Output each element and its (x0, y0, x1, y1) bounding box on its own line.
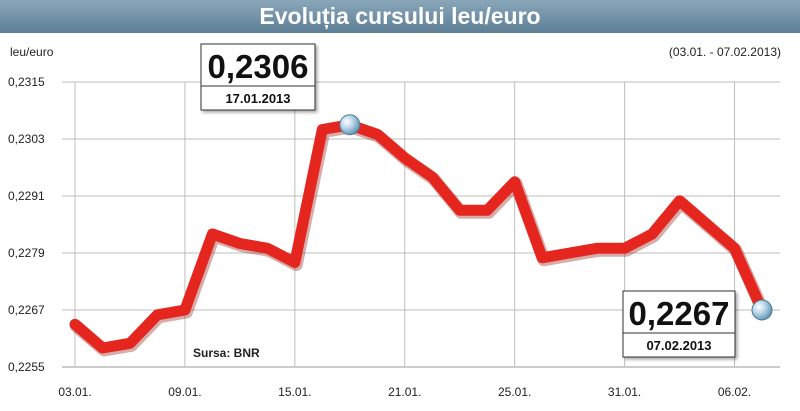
title-bar (0, 0, 800, 33)
callout-last-date: 07.02.2013 (646, 338, 711, 353)
data-point (128, 341, 132, 345)
data-point (320, 128, 324, 131)
x-tick-label: 06.02. (718, 385, 751, 399)
chart-title: Evoluția cursului leu/euro (259, 3, 540, 30)
source-label: Sursa: BNR (193, 346, 260, 360)
y-tick-label: 0,2255 (8, 360, 45, 374)
callout-max-date-box (200, 85, 316, 111)
data-point (375, 132, 379, 136)
highlight-marker (339, 114, 361, 136)
data-point (705, 223, 709, 226)
data-point (265, 246, 269, 250)
y-tick-label: 0,2303 (8, 132, 45, 146)
y-tick-label: 0,2315 (8, 75, 45, 89)
series-line (69, 114, 773, 357)
data-point (293, 261, 297, 264)
data-point (155, 313, 159, 317)
callout-last-date-box (622, 332, 736, 358)
x-tick-labels: 03.01. 09.01. 15.01. 21.01. 25.01. 31.01. 06.0… (58, 385, 751, 399)
grid (62, 81, 780, 368)
x-tick-label: 03.01. (58, 385, 91, 399)
x-tick-label: 25.01. (498, 385, 531, 399)
callout-max-value: 0,2306 (208, 48, 309, 85)
data-point (238, 242, 242, 245)
data-point (73, 322, 77, 326)
period-label: (03.01. - 07.02.2013) (669, 45, 781, 59)
data-point (540, 256, 544, 260)
series-line-path (69, 119, 768, 354)
data-point (595, 246, 599, 250)
data-point (513, 180, 517, 184)
x-tick-label: 31.01. (608, 385, 641, 399)
y-tick-labels: 0,2255 0,2267 0,2279 0,2291 0,2303 0,2315 (8, 75, 45, 374)
callout-last-value-box (622, 290, 736, 334)
callout-max (200, 43, 316, 111)
data-point (183, 308, 187, 312)
data-point (458, 208, 462, 212)
callout-max-value-box (200, 43, 316, 87)
callout-max-date: 17.01.2013 (225, 91, 290, 106)
y-tick-label: 0,2267 (8, 303, 45, 317)
callout-last (622, 290, 736, 358)
y-axis-label: leu/euro (10, 45, 54, 59)
x-tick-label: 09.01. (168, 385, 201, 399)
data-point (678, 199, 682, 203)
data-point (485, 208, 489, 212)
data-point (210, 232, 214, 236)
data-point (100, 346, 104, 350)
y-tick-label: 0,2279 (8, 246, 45, 260)
data-point (650, 232, 654, 236)
y-tick-label: 0,2291 (8, 189, 45, 203)
data-point (430, 175, 434, 179)
callout-last-value: 0,2267 (629, 295, 730, 332)
data-point (733, 246, 737, 250)
x-tick-label: 15.01. (278, 385, 311, 399)
data-point (568, 251, 572, 255)
x-tick-label: 21.01. (388, 385, 421, 399)
highlight-marker (751, 299, 773, 321)
data-point (403, 156, 407, 160)
data-point (623, 246, 627, 250)
